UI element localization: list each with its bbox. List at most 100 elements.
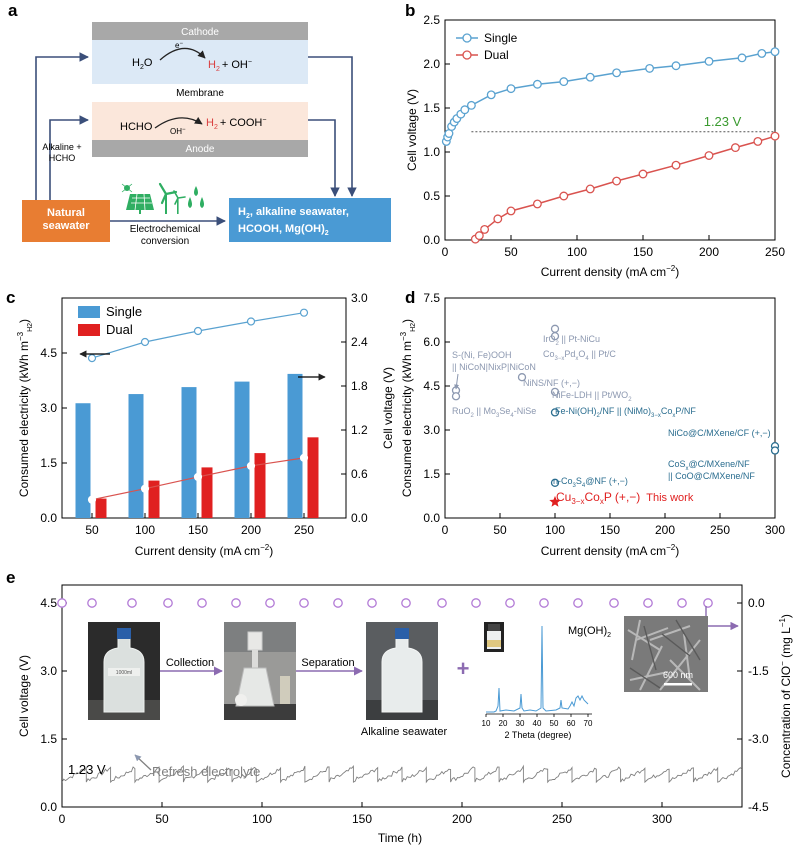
label-ruo2: RuO2 || Mo3Se4-NiSe bbox=[452, 406, 536, 419]
data-point-dual bbox=[493, 214, 503, 224]
anode-electrode bbox=[92, 140, 308, 157]
xrd-tick-label: 60 bbox=[567, 719, 576, 728]
x-tick-label: 50 bbox=[504, 245, 518, 259]
data-point bbox=[550, 331, 560, 341]
data-point-single bbox=[466, 100, 476, 110]
y-tick-label: 2.0 bbox=[423, 57, 440, 71]
data-point-dual bbox=[480, 224, 490, 234]
y-tick-label: 6.0 bbox=[423, 335, 440, 349]
electrochemical-label: Electrochemical conversion bbox=[130, 224, 201, 247]
y-tick-label: 0.5 bbox=[423, 189, 440, 203]
natural-seawater-label: Natural seawater bbox=[42, 207, 90, 232]
sem-scale-bar bbox=[664, 683, 692, 686]
clo-point bbox=[471, 598, 481, 608]
clo-axis-arrow bbox=[705, 606, 739, 631]
panel-a: a Cathode H2O e− H2 + OH− Membrane HCHO O… bbox=[8, 1, 391, 247]
clo-point bbox=[677, 598, 687, 608]
y-tick-label-right: 2.4 bbox=[351, 335, 368, 349]
x-tick-label: 300 bbox=[652, 812, 672, 826]
data-point bbox=[550, 324, 560, 333]
plot-d-ticks: 0 50 100 150 200 250 300 0.0 1.5 3.0 4.5 6.0 7.5 bbox=[423, 291, 785, 537]
data-point bbox=[770, 446, 780, 455]
data-point bbox=[550, 408, 560, 417]
legend-marker-dual bbox=[462, 50, 472, 60]
clo-point bbox=[87, 598, 97, 608]
data-point bbox=[517, 373, 527, 382]
solar-panel-icon bbox=[121, 183, 154, 214]
bar-dual bbox=[148, 480, 160, 518]
cathode-products: H2 + OH− bbox=[208, 59, 252, 73]
data-point-single bbox=[770, 47, 780, 57]
natural-seawater-box bbox=[22, 200, 110, 242]
data-point-single bbox=[460, 105, 470, 115]
flow-to-anode bbox=[49, 115, 89, 200]
data-point-single bbox=[757, 48, 767, 58]
data-point-dual bbox=[770, 131, 780, 141]
label-nco: n-Co3S4@NF (+,−) bbox=[553, 476, 628, 489]
sem-image: 600 nm bbox=[624, 616, 708, 692]
clo-point bbox=[401, 598, 411, 608]
x-tick-label: 50 bbox=[155, 812, 169, 826]
data-point-dual bbox=[612, 176, 622, 186]
clo-point bbox=[231, 598, 241, 608]
data-point bbox=[550, 387, 560, 397]
xrd-tick-label: 10 bbox=[482, 719, 491, 728]
data-point-dual bbox=[671, 160, 681, 170]
flow-to-cathode bbox=[35, 52, 89, 200]
x-tick-label: 0 bbox=[442, 523, 449, 537]
label-coo: || CoO@C/MXene/NF bbox=[668, 471, 755, 481]
x-tick-label: 150 bbox=[600, 523, 620, 537]
plot-e-ylabel-left: Cell voltage (V) bbox=[17, 655, 31, 737]
clo-point bbox=[609, 598, 619, 608]
plot-b-markers bbox=[441, 47, 780, 244]
panel-label-a: a bbox=[8, 1, 18, 20]
panel-label-b: b bbox=[405, 1, 415, 20]
x-tick-label: 200 bbox=[452, 812, 472, 826]
snife-pointer-arrow bbox=[454, 373, 460, 390]
y-tick-label-right: 0.0 bbox=[748, 596, 765, 610]
refresh-electrolyte-label: Refresh electrolyte bbox=[152, 764, 260, 779]
label-feni: Fe-Ni(OH)2/NF || (NiMo)3−xCoxP/NF bbox=[555, 406, 696, 419]
data-point bbox=[451, 392, 461, 401]
data-point-single bbox=[671, 61, 681, 71]
bar-dual bbox=[201, 467, 213, 518]
xrd-tick-label: 70 bbox=[584, 719, 593, 728]
plot-b-ylabel: Cell voltage (V) bbox=[405, 89, 419, 171]
plot-c-ticks: 0.0 1.5 3.0 4.5 0.0 0.6 1.2 1.8 2.4 3.0 50 100 150 20… bbox=[40, 291, 368, 537]
label-nico: NiCo@C/MXene/CF (+,−) bbox=[668, 428, 771, 438]
voltage-trace bbox=[62, 764, 742, 784]
separation-label: Separation bbox=[301, 657, 354, 669]
plot-e-ticks: 0 50 100 150 200 250 300 0.0 1.5 3.0 4.5 0.0 -1.5 -3.… bbox=[40, 596, 769, 826]
clo-concentration-markers bbox=[57, 598, 713, 608]
plot-e-frame bbox=[61, 584, 743, 808]
alkaline-label: Alkaline + HCHO bbox=[42, 142, 81, 163]
bar-single bbox=[75, 403, 91, 518]
panel-label-e: e bbox=[6, 568, 15, 587]
clo-point bbox=[127, 598, 137, 608]
anode-arrow bbox=[154, 116, 203, 129]
products-box bbox=[229, 198, 391, 242]
plot-d-points bbox=[451, 324, 780, 507]
sem-scale-text: 600 nm bbox=[663, 670, 693, 680]
plot-c-xlabel: Current density (mA cm−2) bbox=[135, 543, 274, 558]
voltage-point-single bbox=[246, 317, 256, 326]
voltage-point-single bbox=[193, 326, 203, 336]
data-point-single bbox=[704, 56, 714, 66]
bar-single bbox=[128, 394, 144, 518]
products-line-2: HCOOH, Mg(OH)2 bbox=[238, 223, 329, 237]
plot-c-ylabel-right: Cell voltage (V) bbox=[381, 367, 395, 449]
y-tick-label-right: 3.0 bbox=[351, 291, 368, 305]
xrd-tick-label: 30 bbox=[516, 719, 525, 728]
x-tick-label: 100 bbox=[545, 523, 565, 537]
y-tick-label-left: 3.0 bbox=[40, 664, 57, 678]
xrd-axis-ticks: 10 20 30 40 50 60 70 bbox=[482, 714, 593, 728]
label-copd: Co3−xPdxO4 || Pt/C bbox=[543, 349, 616, 362]
bar-single bbox=[287, 373, 303, 518]
y-tick-label-left: 1.5 bbox=[40, 456, 57, 470]
electron-label: e− bbox=[175, 41, 183, 50]
clo-point bbox=[265, 598, 275, 608]
y-tick-label-left: 0.0 bbox=[40, 511, 57, 525]
photo-seawater-bottle: 1000ml bbox=[88, 622, 160, 720]
x-tick-label: 250 bbox=[765, 245, 785, 259]
label-iro2: IrO2 || Pt-NiCu bbox=[543, 334, 600, 347]
